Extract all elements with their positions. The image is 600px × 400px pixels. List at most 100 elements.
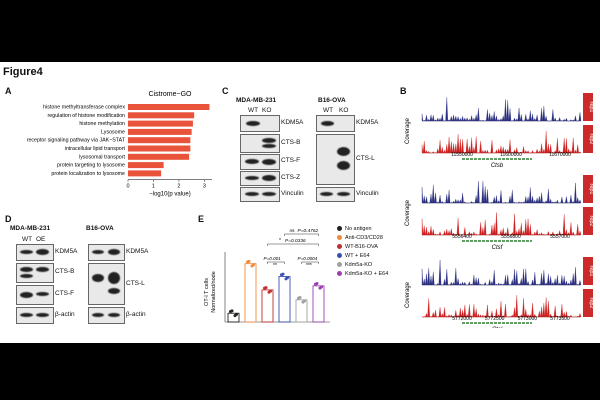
label-c-vinculin: Vinculin — [281, 190, 304, 197]
category-label: receptor signaling pathway via JAK−STAT — [27, 138, 126, 144]
coverage-track — [421, 212, 582, 236]
blot-c-right-vinculin — [316, 187, 355, 202]
panel-c-left-cell-line: MDA-MB-231 — [236, 97, 277, 104]
replicate-tag — [583, 93, 593, 121]
bar — [128, 170, 162, 177]
panel-c-col-ko-left: KO — [262, 107, 272, 114]
label-c-right-kdm5a: KDM5A — [356, 119, 379, 126]
bottom-black-bar — [0, 343, 600, 400]
panel-b-tracks: Coverage rep1 rep2 11550000 11600000 11670000… — [405, 93, 594, 328]
stat-p1: P=0.4762 — [298, 228, 319, 234]
legend-label: Anti-CD3/CD28 — [345, 235, 383, 241]
replicate-label: rep2 — [588, 297, 594, 308]
bar — [128, 120, 193, 127]
blot-c-kdm5a — [240, 115, 280, 132]
coordinate-tick: 5772000 — [452, 316, 472, 322]
label-c-ctsf: CTS-F — [281, 157, 301, 164]
stat-ns: ns — [290, 229, 296, 234]
replicate-tag — [583, 257, 593, 285]
legend-dot-icon — [337, 244, 342, 250]
legend-dot-icon — [337, 253, 342, 259]
blot-d-right-kdm5a — [88, 244, 125, 261]
coverage-label: Coverage — [405, 281, 411, 308]
figure-title: Figure4 — [3, 66, 43, 78]
blot-d-right-actin — [88, 307, 125, 324]
bar — [227, 312, 240, 323]
blot-c-right-ctsl — [316, 134, 355, 185]
coverage-track — [421, 181, 582, 204]
legend-dot-icon — [337, 262, 342, 268]
bracket-p3 — [267, 261, 285, 264]
stat-p2: P=0.0336 — [285, 238, 306, 244]
bar — [128, 128, 192, 135]
category-label: protein targeting to lysosome — [57, 163, 125, 169]
x-tick-label: 2 — [177, 184, 180, 190]
bar — [128, 162, 164, 169]
blot-c-ctsb — [240, 134, 280, 153]
data-point — [267, 290, 271, 294]
label-c-ctsb: CTS-B — [281, 139, 301, 146]
label-c-ctsz: CTS-Z — [281, 174, 301, 181]
data-point — [284, 277, 288, 281]
stat-stars4: *** — [306, 263, 312, 269]
bracket-p4 — [301, 261, 319, 264]
gene-name: Ctsl — [492, 327, 503, 328]
coordinate-tick: 5773500 — [550, 316, 570, 322]
legend-item: Anti-CD3/CD28 — [337, 235, 383, 241]
bar — [261, 289, 274, 323]
replicate-tag — [583, 289, 593, 317]
data-point — [250, 264, 254, 268]
bracket-star — [267, 243, 319, 246]
legend-item: WT + E64 — [337, 253, 370, 259]
panel-c-col-wt-right: WT — [323, 107, 334, 114]
replicate-label: rep2 — [588, 215, 594, 226]
blot-d-right-ctsl — [88, 263, 125, 305]
panel-d-right-cell-line: B16-OVA — [86, 225, 114, 232]
label-c-kdm5a: KDM5A — [281, 119, 304, 126]
replicate-label: rep1 — [588, 183, 594, 194]
panel-e-ylabel-2: Normalized/node — [211, 271, 217, 313]
panel-d-col-wt: WT — [22, 236, 33, 243]
bar — [128, 104, 210, 110]
coordinate-tick: 5557000 — [550, 234, 570, 240]
legend-dot-icon — [337, 271, 342, 277]
panel-a-chart: Cistrome−GO histone methyltransferase com… — [27, 91, 212, 198]
coverage-track — [421, 295, 582, 318]
stat-star: * — [279, 238, 281, 244]
bar — [295, 299, 308, 323]
label-c-right-vinculin: Vinculin — [356, 190, 379, 197]
legend-dot-icon — [337, 226, 342, 232]
coordinate-tick: 11600000 — [500, 152, 522, 158]
bar — [128, 137, 191, 144]
category-label: Lysosome — [101, 129, 125, 135]
blot-d-ctsb — [16, 263, 54, 283]
blot-c-ctsf — [240, 154, 280, 170]
category-label: intracellular lipid transport — [65, 146, 126, 152]
panel-d-col-oe: OE — [36, 236, 46, 243]
replicate-label: rep1 — [588, 265, 594, 276]
coverage-label: Coverage — [405, 117, 411, 144]
coordinate-tick: 5556800 — [501, 234, 521, 240]
bar — [244, 263, 257, 323]
panel-c-col-ko-right: KO — [339, 107, 349, 114]
label-d-ctsb: CTS-B — [55, 268, 75, 275]
legend-label: Kdm5a-KO — [345, 262, 373, 268]
data-point — [247, 259, 251, 263]
legend-label: WT + E64 — [345, 253, 370, 259]
data-point — [233, 314, 237, 318]
blot-c-right-kdm5a — [316, 115, 355, 132]
replicate-tag — [583, 207, 593, 235]
legend-item: Kdm5a-KO — [337, 262, 372, 268]
bar — [278, 276, 291, 323]
replicate-tag — [583, 175, 593, 203]
label-c-right-ctsl: CTS-L — [356, 155, 375, 162]
panel-a-label: A — [5, 86, 12, 96]
data-point — [264, 286, 268, 290]
bar — [128, 153, 190, 160]
panel-c-col-wt-left: WT — [248, 107, 259, 114]
panel-e-legend: No antigen Anti-CD3/CD28 WT-B16-OVA WT + E6… — [337, 226, 412, 296]
category-label: histone methylation — [79, 121, 125, 127]
x-tick-label: 1 — [152, 184, 155, 190]
replicate-label: rep2 — [588, 133, 594, 144]
coverage-track — [421, 131, 582, 154]
